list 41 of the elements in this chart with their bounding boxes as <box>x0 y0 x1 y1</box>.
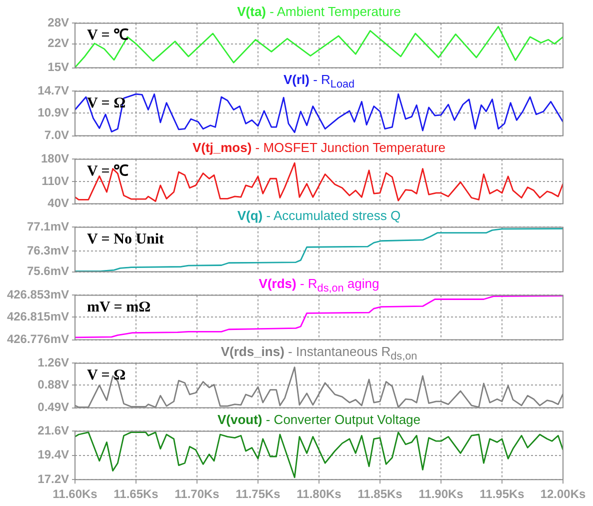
annotation: V = ℃ <box>87 28 129 44</box>
y-tick-label: 0.88V <box>38 378 69 392</box>
chart-title: V(rds) - R$_{ds,on}$ aging <box>258 276 380 295</box>
y-tick-label: 17.2V <box>38 472 69 486</box>
x-tick-label: 11.85Ks <box>358 487 403 502</box>
chart-title: V(tj_mos) - MOSFET Junction Temperature <box>192 140 446 155</box>
y-tick-label: 426.776mV <box>6 332 69 346</box>
y-tick-label: 14.7V <box>38 84 69 98</box>
y-tick-label: 0.49V <box>38 400 69 414</box>
chart-title: V(rl) - R$_{Load}$ <box>283 72 355 91</box>
chart-title: V(vout) - Converter Output Voltage <box>217 412 421 427</box>
y-tick-label: 75.6mV <box>26 264 69 278</box>
x-tick-label: 11.95Ks <box>480 487 525 502</box>
x-tick-label: 11.70Ks <box>174 487 220 502</box>
x-tick-label: 12.00Ks <box>540 487 586 502</box>
x-tick-label: 11.60Ks <box>52 487 98 502</box>
annotation: mV = mΩ <box>87 300 151 316</box>
y-tick-label: 76.3mV <box>26 243 69 258</box>
annotation: V = No Unit <box>87 232 164 248</box>
y-tick-label: 77.1mV <box>26 220 69 234</box>
y-tick-label: 7.0V <box>44 128 69 142</box>
x-tick-label: 11.90Ks <box>418 487 464 502</box>
y-tick-label: 110V <box>42 174 69 188</box>
y-tick-label: 15V <box>48 60 69 74</box>
y-tick-label: 1.26V <box>38 356 69 370</box>
y-tick-label: 180V <box>40 152 69 166</box>
y-tick-label: 22V <box>48 36 69 50</box>
chart-title: V(q) - Accumulated stress Q <box>237 208 401 223</box>
x-tick-label: 11.80Ks <box>296 487 342 502</box>
y-tick-label: 28V <box>48 16 69 30</box>
x-tick-label: 11.65Ks <box>114 487 159 502</box>
y-tick-label: 426.815mV <box>6 310 69 324</box>
annotation: V = Ω <box>87 368 126 384</box>
y-tick-label: 40V <box>48 196 69 210</box>
chart-title: V(rds_ins) - Instantaneous R$_{ds,on}$ <box>220 344 418 363</box>
y-tick-label: 19.4V <box>38 448 69 462</box>
y-tick-label: 426.853mV <box>6 288 69 302</box>
y-tick-label: 10.9V <box>38 106 69 120</box>
x-tick-label: 11.75Ks <box>236 487 281 502</box>
y-tick-label: 21.6V <box>38 424 69 438</box>
chart-title: V(ta) - Ambient Temperature <box>237 4 401 19</box>
